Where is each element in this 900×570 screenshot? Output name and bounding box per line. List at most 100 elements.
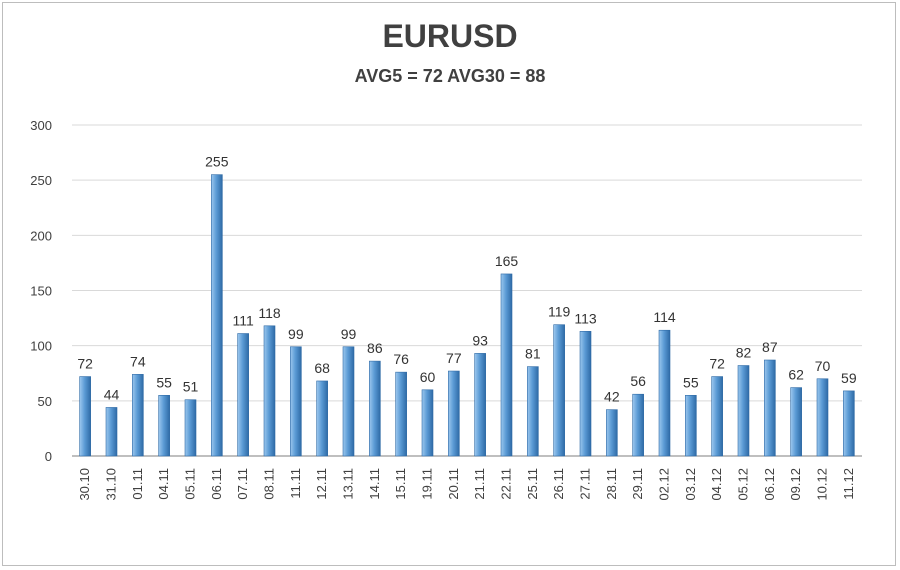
data-label: 119 — [548, 304, 571, 320]
x-tick-label: 02.12 — [657, 468, 672, 501]
x-tick-label: 04.11 — [156, 468, 171, 500]
y-tick-label: 300 — [30, 118, 52, 133]
x-tick-label: 12.11 — [314, 468, 329, 500]
bar — [816, 378, 829, 457]
bar — [737, 365, 750, 457]
bar — [579, 331, 592, 457]
x-tick-label: 11.11 — [288, 468, 303, 499]
x-tick-label: 27.11 — [578, 468, 593, 500]
bar — [553, 324, 565, 457]
data-label: 255 — [205, 154, 229, 170]
y-tick-label: 100 — [30, 339, 52, 354]
x-tick-label: 21.11 — [472, 468, 487, 500]
x-tick-label: 29.11 — [630, 468, 645, 500]
gridlines — [72, 124, 862, 457]
data-labels: 72 44 74 55 51 255 111 118 99 68 99 86 76 60 77 93 165 81… — [77, 154, 856, 405]
data-label: 70 — [815, 358, 831, 374]
x-tick-label: 06.12 — [762, 468, 777, 501]
bar — [132, 374, 144, 457]
y-tick-label: 200 — [30, 228, 52, 243]
x-tick-label: 22.11 — [499, 468, 514, 500]
bar — [237, 333, 249, 457]
bar — [711, 376, 723, 457]
bar — [158, 395, 170, 457]
data-label: 118 — [258, 305, 281, 321]
x-tick-label: 05.12 — [736, 468, 751, 501]
data-label: 42 — [604, 389, 620, 405]
bars — [79, 174, 855, 457]
chart-subtitle: AVG5 = 72 AVG30 = 88 — [354, 66, 546, 86]
data-label: 99 — [288, 326, 304, 342]
bar — [790, 387, 802, 457]
data-label: 51 — [183, 379, 199, 395]
bar — [316, 380, 328, 457]
x-tick-label: 08.11 — [262, 468, 277, 500]
data-label: 44 — [104, 386, 120, 402]
x-tick-label: 09.12 — [788, 468, 803, 501]
data-label: 82 — [736, 345, 752, 361]
data-label: 74 — [130, 353, 146, 369]
data-label: 68 — [314, 360, 330, 376]
x-tick-label: 04.12 — [709, 468, 724, 501]
bar — [632, 393, 644, 457]
y-tick-label: 150 — [30, 284, 52, 299]
x-tick-label: 19.11 — [420, 468, 435, 500]
x-tick-label: 31.10 — [104, 468, 119, 501]
y-tick-label: 50 — [38, 394, 52, 409]
bar — [764, 359, 776, 457]
x-tick-label: 11.12 — [841, 468, 856, 500]
y-tick-label: 250 — [30, 173, 52, 188]
data-label: 55 — [156, 374, 172, 390]
bar — [685, 395, 697, 457]
bar — [421, 389, 434, 457]
bar — [500, 273, 513, 457]
data-label: 55 — [683, 374, 699, 390]
data-label: 76 — [393, 351, 409, 367]
bar — [105, 407, 118, 457]
x-tick-label: 30.10 — [77, 468, 92, 501]
bar — [369, 360, 381, 457]
bar — [263, 325, 276, 457]
x-tick-label: 10.12 — [815, 468, 830, 501]
data-label: 113 — [574, 310, 597, 326]
x-tick-label: 28.11 — [604, 468, 619, 500]
bar — [184, 399, 197, 457]
bar — [211, 174, 223, 457]
x-tick-label: 20.11 — [446, 468, 461, 500]
x-tick-label: 01.11 — [130, 468, 145, 500]
x-tick-label: 13.11 — [341, 468, 356, 500]
data-label: 86 — [367, 340, 383, 356]
y-tick-label: 0 — [45, 449, 52, 464]
x-tick-label: 26.11 — [551, 468, 566, 500]
bar — [843, 390, 855, 457]
x-tick-label: 03.12 — [683, 468, 698, 501]
data-label: 87 — [762, 339, 778, 355]
data-label: 77 — [446, 350, 462, 366]
data-label: 72 — [709, 356, 725, 372]
data-label: 111 — [233, 313, 254, 329]
bar — [658, 329, 671, 457]
x-tick-label: 07.11 — [235, 468, 250, 500]
x-tick-label: 05.11 — [183, 468, 198, 500]
data-label: 81 — [525, 346, 541, 362]
data-label: 59 — [841, 370, 857, 386]
chart-title: EURUSD — [382, 18, 518, 54]
bar — [395, 371, 407, 457]
bar — [474, 353, 486, 457]
x-tick-label: 06.11 — [209, 468, 224, 500]
data-label: 165 — [495, 253, 519, 269]
bar — [527, 366, 539, 457]
y-axis-tick-labels: 0 50 100 150 200 250 300 — [30, 118, 52, 464]
bar — [290, 346, 302, 457]
data-label: 56 — [630, 373, 646, 389]
x-tick-label: 15.11 — [393, 468, 408, 500]
bar — [342, 346, 355, 457]
x-axis-tick-labels: 30.10 31.10 01.11 04.11 05.11 06.11 07.11 08.11… — [77, 468, 856, 501]
data-label: 99 — [341, 326, 357, 342]
data-label: 60 — [420, 369, 436, 385]
data-label: 72 — [77, 356, 93, 372]
data-label: 62 — [788, 367, 804, 383]
x-tick-label: 25.11 — [525, 468, 540, 500]
bar — [79, 376, 91, 457]
